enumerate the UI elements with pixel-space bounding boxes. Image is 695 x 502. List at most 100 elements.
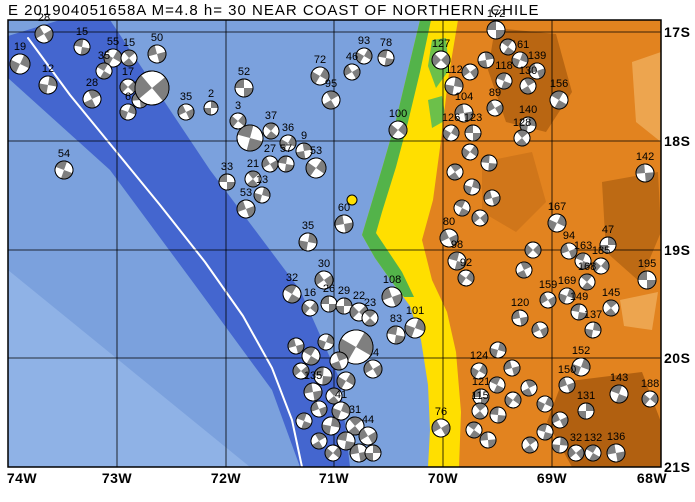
- focal-mechanism-beachball: 167: [547, 201, 567, 233]
- focal-mechanism-beachball: 28: [34, 12, 54, 44]
- event-number-label: 159: [539, 279, 557, 291]
- event-number-label: 47: [602, 224, 614, 236]
- focal-mechanism-beachball: [515, 261, 533, 279]
- event-number-label: 143: [610, 372, 628, 384]
- event-number-label: 150: [558, 364, 576, 376]
- event-number-label: 32: [570, 432, 582, 444]
- focal-mechanism-beachball: 78: [377, 37, 395, 67]
- event-number-label: 53: [240, 187, 252, 199]
- focal-mechanism-beachball: 142: [635, 151, 655, 183]
- event-number-label: 98: [451, 239, 463, 251]
- event-number-label: 92: [460, 257, 472, 269]
- event-number-label: 35: [302, 220, 314, 232]
- event-number-label: 108: [383, 274, 401, 286]
- focal-mechanism-beachball: 149: [570, 291, 588, 321]
- focal-mechanism-beachball: 132: [584, 432, 602, 462]
- focal-mechanism-beachball: 139: [528, 50, 546, 80]
- focal-mechanism-beachball: [503, 359, 521, 377]
- event-number-label: 19: [14, 41, 26, 53]
- focal-mechanism-beachball: 52: [234, 66, 254, 98]
- event-number-label: 33: [221, 161, 233, 173]
- focal-mechanism-beachball: [531, 321, 549, 339]
- focal-mechanism-beachball: 83: [386, 313, 406, 345]
- event-number-label: 140: [519, 104, 537, 116]
- focal-mechanism-beachball: [236, 124, 264, 152]
- event-number-label: 104: [455, 91, 473, 103]
- event-number-label: 156: [550, 78, 568, 90]
- focal-mechanism-beachball: 35: [177, 91, 195, 121]
- focal-mechanism-beachball: 169: [558, 275, 576, 305]
- focal-mechanism-beachball: 37: [262, 110, 280, 140]
- highland-brown-patch: [547, 372, 661, 467]
- focal-mechanism-beachball: [338, 329, 374, 365]
- focal-mechanism-beachball: 36: [279, 122, 297, 152]
- event-number-label: 127: [432, 38, 450, 50]
- event-number-label: 35: [180, 91, 192, 103]
- event-number-label: 149: [570, 291, 588, 303]
- event-number-label: 115: [471, 390, 489, 402]
- event-number-label: 55: [107, 36, 119, 48]
- event-number-label: 13: [256, 174, 268, 186]
- event-number-label: 54: [58, 148, 70, 160]
- focal-mechanism-beachball: 137: [584, 309, 602, 339]
- focal-mechanism-beachball: 57: [277, 143, 295, 173]
- focal-mechanism-beachball: [349, 443, 369, 463]
- focal-mechanism-beachball: 13: [253, 174, 271, 204]
- focal-mechanism-beachball: [321, 416, 341, 436]
- event-number-label: 121: [472, 376, 490, 388]
- focal-mechanism-beachball: [488, 376, 506, 394]
- lon-label-72W: 72W: [210, 470, 242, 486]
- focal-mechanism-beachball: 120: [511, 297, 529, 327]
- event-number-label: 46: [346, 51, 358, 63]
- highland-tan-patch: [632, 52, 661, 142]
- focal-mechanism-beachball: 143: [609, 372, 629, 404]
- event-number-label: 137: [584, 309, 602, 321]
- event-number-label: 83: [390, 313, 402, 325]
- focal-mechanism-beachball: [446, 163, 464, 181]
- focal-mechanism-beachball: 9: [295, 130, 313, 160]
- event-number-label: 50: [151, 32, 163, 44]
- focal-mechanism-beachball: [524, 241, 542, 259]
- focal-mechanism-beachball: [521, 436, 539, 454]
- event-number-label: 2: [208, 88, 214, 100]
- event-number-label: 195: [638, 258, 656, 270]
- focal-mechanism-beachball: [479, 431, 497, 449]
- focal-mechanism-beachball: [295, 412, 313, 430]
- lat-label-19S: 19S: [664, 242, 691, 258]
- focal-mechanism-beachball: 6: [119, 91, 137, 121]
- lat-label-18S: 18S: [664, 133, 691, 149]
- focal-mechanism-beachball: 150: [558, 364, 576, 394]
- ocean-light-region: [8, 270, 250, 467]
- focal-mechanism-beachball: [551, 411, 569, 429]
- focal-mechanism-beachball: 112: [444, 64, 464, 96]
- focal-mechanism-beachball: 26: [320, 283, 338, 313]
- lon-label-69W: 69W: [536, 470, 568, 486]
- focal-mechanism-beachball: [483, 189, 501, 207]
- focal-mechanism-beachball: [324, 444, 342, 462]
- focal-mechanism-beachball: 100: [388, 108, 408, 140]
- event-number-label: 136: [607, 431, 625, 443]
- focal-mechanism-beachball: 15: [73, 26, 91, 56]
- focal-mechanism-beachball: [336, 431, 356, 451]
- event-number-label: 126: [442, 112, 460, 124]
- focal-mechanism-beachball: 12: [38, 63, 58, 95]
- focal-mechanism-beachball: 136: [606, 431, 626, 463]
- focal-mechanism-beachball: [536, 395, 554, 413]
- event-number-label: 93: [358, 35, 370, 47]
- event-number-label: 89: [489, 87, 501, 99]
- event-number-label: 31: [349, 404, 361, 416]
- event-number-label: 72: [314, 54, 326, 66]
- focal-mechanism-beachball: 19: [9, 41, 31, 75]
- focal-mechanism-beachball: [465, 421, 483, 439]
- highland-brown-patch: [602, 172, 661, 282]
- land-highland: [422, 20, 661, 467]
- focal-mechanism-beachball: 135: [303, 370, 323, 402]
- event-number-label: 29: [338, 285, 350, 297]
- focal-mechanism-beachball: 95: [321, 78, 341, 110]
- focal-mechanism-beachball: 128: [513, 117, 531, 147]
- event-number-label: 112: [445, 64, 463, 76]
- focal-mechanism-beachball: 188: [641, 378, 659, 408]
- focal-mechanism-beachball: [471, 209, 489, 227]
- event-number-label: 53: [310, 145, 322, 157]
